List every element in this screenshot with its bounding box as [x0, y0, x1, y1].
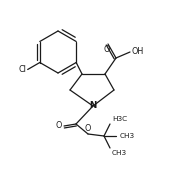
Text: O: O: [104, 45, 110, 54]
Text: H3C: H3C: [112, 116, 127, 122]
Text: CH3: CH3: [120, 133, 135, 139]
Text: Cl: Cl: [19, 65, 27, 74]
Text: O: O: [85, 124, 91, 133]
Text: O: O: [56, 122, 62, 131]
Text: N: N: [89, 101, 97, 110]
Text: CH3: CH3: [112, 150, 127, 156]
Text: OH: OH: [131, 47, 143, 55]
